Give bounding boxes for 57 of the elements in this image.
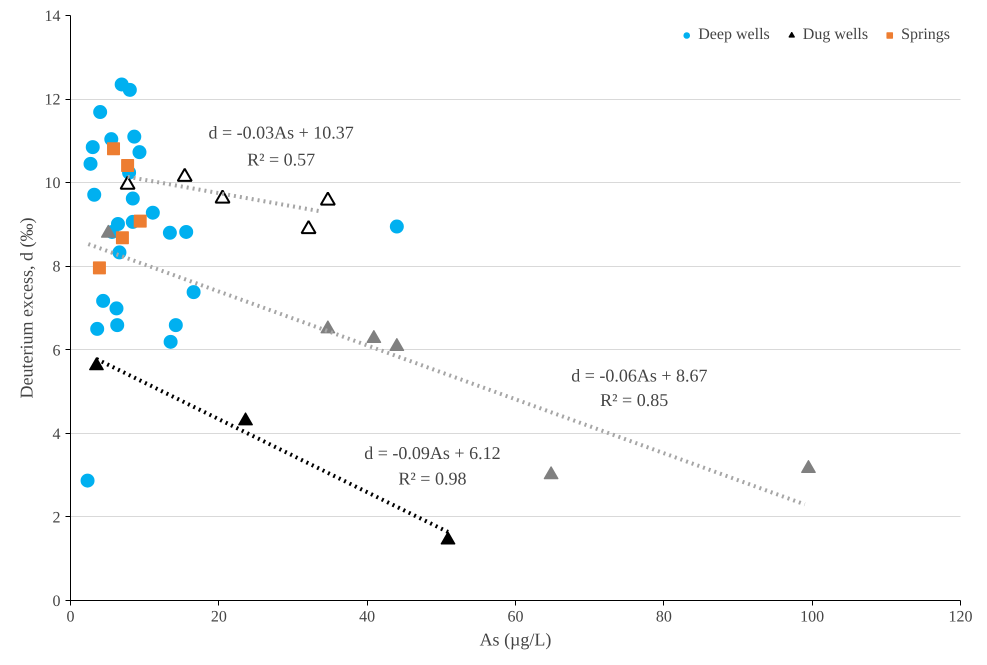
x-tick-label: 80	[656, 608, 672, 626]
point	[238, 412, 254, 426]
y-tick-label: 0	[52, 593, 60, 610]
point	[109, 301, 124, 316]
point	[121, 159, 134, 172]
point	[366, 330, 382, 344]
x-axis-title: As (µg/L)	[480, 630, 552, 650]
y-tick-label: 2	[52, 509, 60, 526]
point	[107, 142, 120, 156]
y-tick-label: 6	[52, 342, 60, 360]
legend-label: Deep wells	[698, 26, 770, 44]
y-tick-label: 14	[44, 8, 60, 25]
annotation: R² = 0.57	[247, 150, 316, 170]
point	[179, 224, 194, 239]
point	[86, 140, 100, 154]
x-tick-label: 0	[66, 608, 74, 626]
y-tick-label: 8	[52, 258, 60, 276]
point	[168, 318, 183, 332]
x-tick-label: 120	[948, 608, 972, 626]
y-tick-label: 4	[52, 426, 60, 443]
point	[88, 357, 104, 370]
point	[132, 145, 146, 160]
point	[389, 338, 404, 351]
annotation: R² = 0.85	[600, 390, 668, 410]
point	[164, 334, 178, 349]
y-axis-title: Deuterium excess, d (‰)	[16, 218, 36, 398]
point	[162, 226, 177, 240]
point	[110, 318, 124, 332]
point	[800, 460, 816, 473]
legend-label: Springs	[901, 26, 950, 44]
annotation: R² = 0.98	[398, 468, 466, 488]
point	[390, 220, 404, 234]
point	[84, 156, 98, 171]
point	[134, 214, 147, 228]
point	[116, 231, 129, 244]
point	[544, 466, 559, 480]
point	[87, 188, 102, 202]
annotation: d = -0.06As + 8.67	[571, 365, 708, 386]
annotation: d = -0.03As + 10.37	[208, 122, 354, 142]
legend-label: Dug wells	[802, 26, 868, 44]
y-tick-label: 12	[44, 92, 60, 109]
point	[122, 82, 137, 97]
x-tick-label: 40	[359, 608, 376, 626]
x-tick-label: 20	[210, 608, 227, 626]
point	[90, 322, 104, 336]
x-tick-label: 60	[508, 608, 524, 626]
annotation: d = -0.09As + 6.12	[364, 442, 501, 463]
x-tick-label: 100	[800, 608, 824, 626]
point	[126, 192, 140, 206]
point	[127, 130, 142, 144]
point	[146, 206, 160, 220]
y-tick-label: 10	[44, 175, 60, 192]
point	[92, 261, 106, 274]
point	[96, 294, 110, 308]
point	[186, 285, 201, 300]
point	[440, 531, 456, 544]
point	[93, 105, 108, 120]
